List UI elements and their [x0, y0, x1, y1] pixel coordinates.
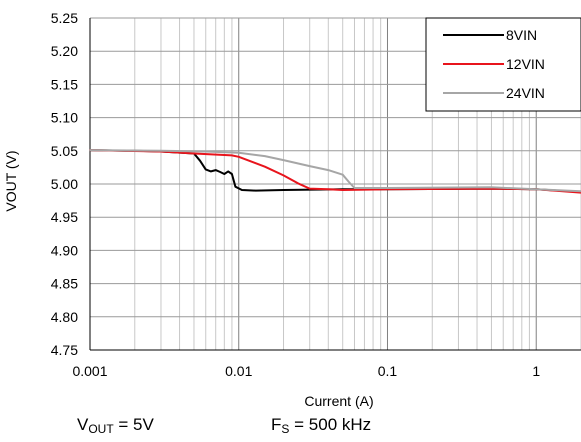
y-tick-label: 4.80: [51, 309, 78, 325]
y-tick-label: 5.00: [51, 176, 78, 192]
y-tick-label: 5.10: [51, 110, 78, 126]
legend: 8VIN 12VIN 24VIN: [425, 17, 581, 112]
x-tick-label: 0.01: [225, 363, 252, 379]
legend-label-8vin: 8VIN: [506, 27, 537, 43]
series-line-12vin: [89, 149, 581, 194]
y-tick-label: 5.05: [51, 143, 78, 159]
series-line-24vin: [89, 149, 581, 193]
y-tick-label: 5.15: [51, 76, 78, 92]
legend-label-12vin: 12VIN: [506, 56, 545, 72]
y-tick-label: 4.95: [51, 209, 78, 225]
y-tick-label: 5.25: [51, 10, 78, 26]
x-tick-label: 0.1: [378, 363, 398, 379]
x-tick-label: 1: [532, 363, 540, 379]
legend-label-24vin: 24VIN: [506, 85, 545, 101]
x-tick-label: 0.001: [72, 363, 107, 379]
vout-condition: VOUT = 5V: [77, 415, 154, 436]
x-axis-title: Current (A): [304, 393, 373, 409]
y-tick-label: 4.90: [51, 242, 78, 258]
y-tick-label: 5.20: [51, 43, 78, 59]
switching-frequency-condition: FS = 500 kHz: [271, 415, 372, 436]
y-tick-label: 4.85: [51, 276, 78, 292]
y-axis-title: VOUT (V): [3, 150, 19, 211]
y-tick-label: 4.75: [51, 342, 78, 358]
